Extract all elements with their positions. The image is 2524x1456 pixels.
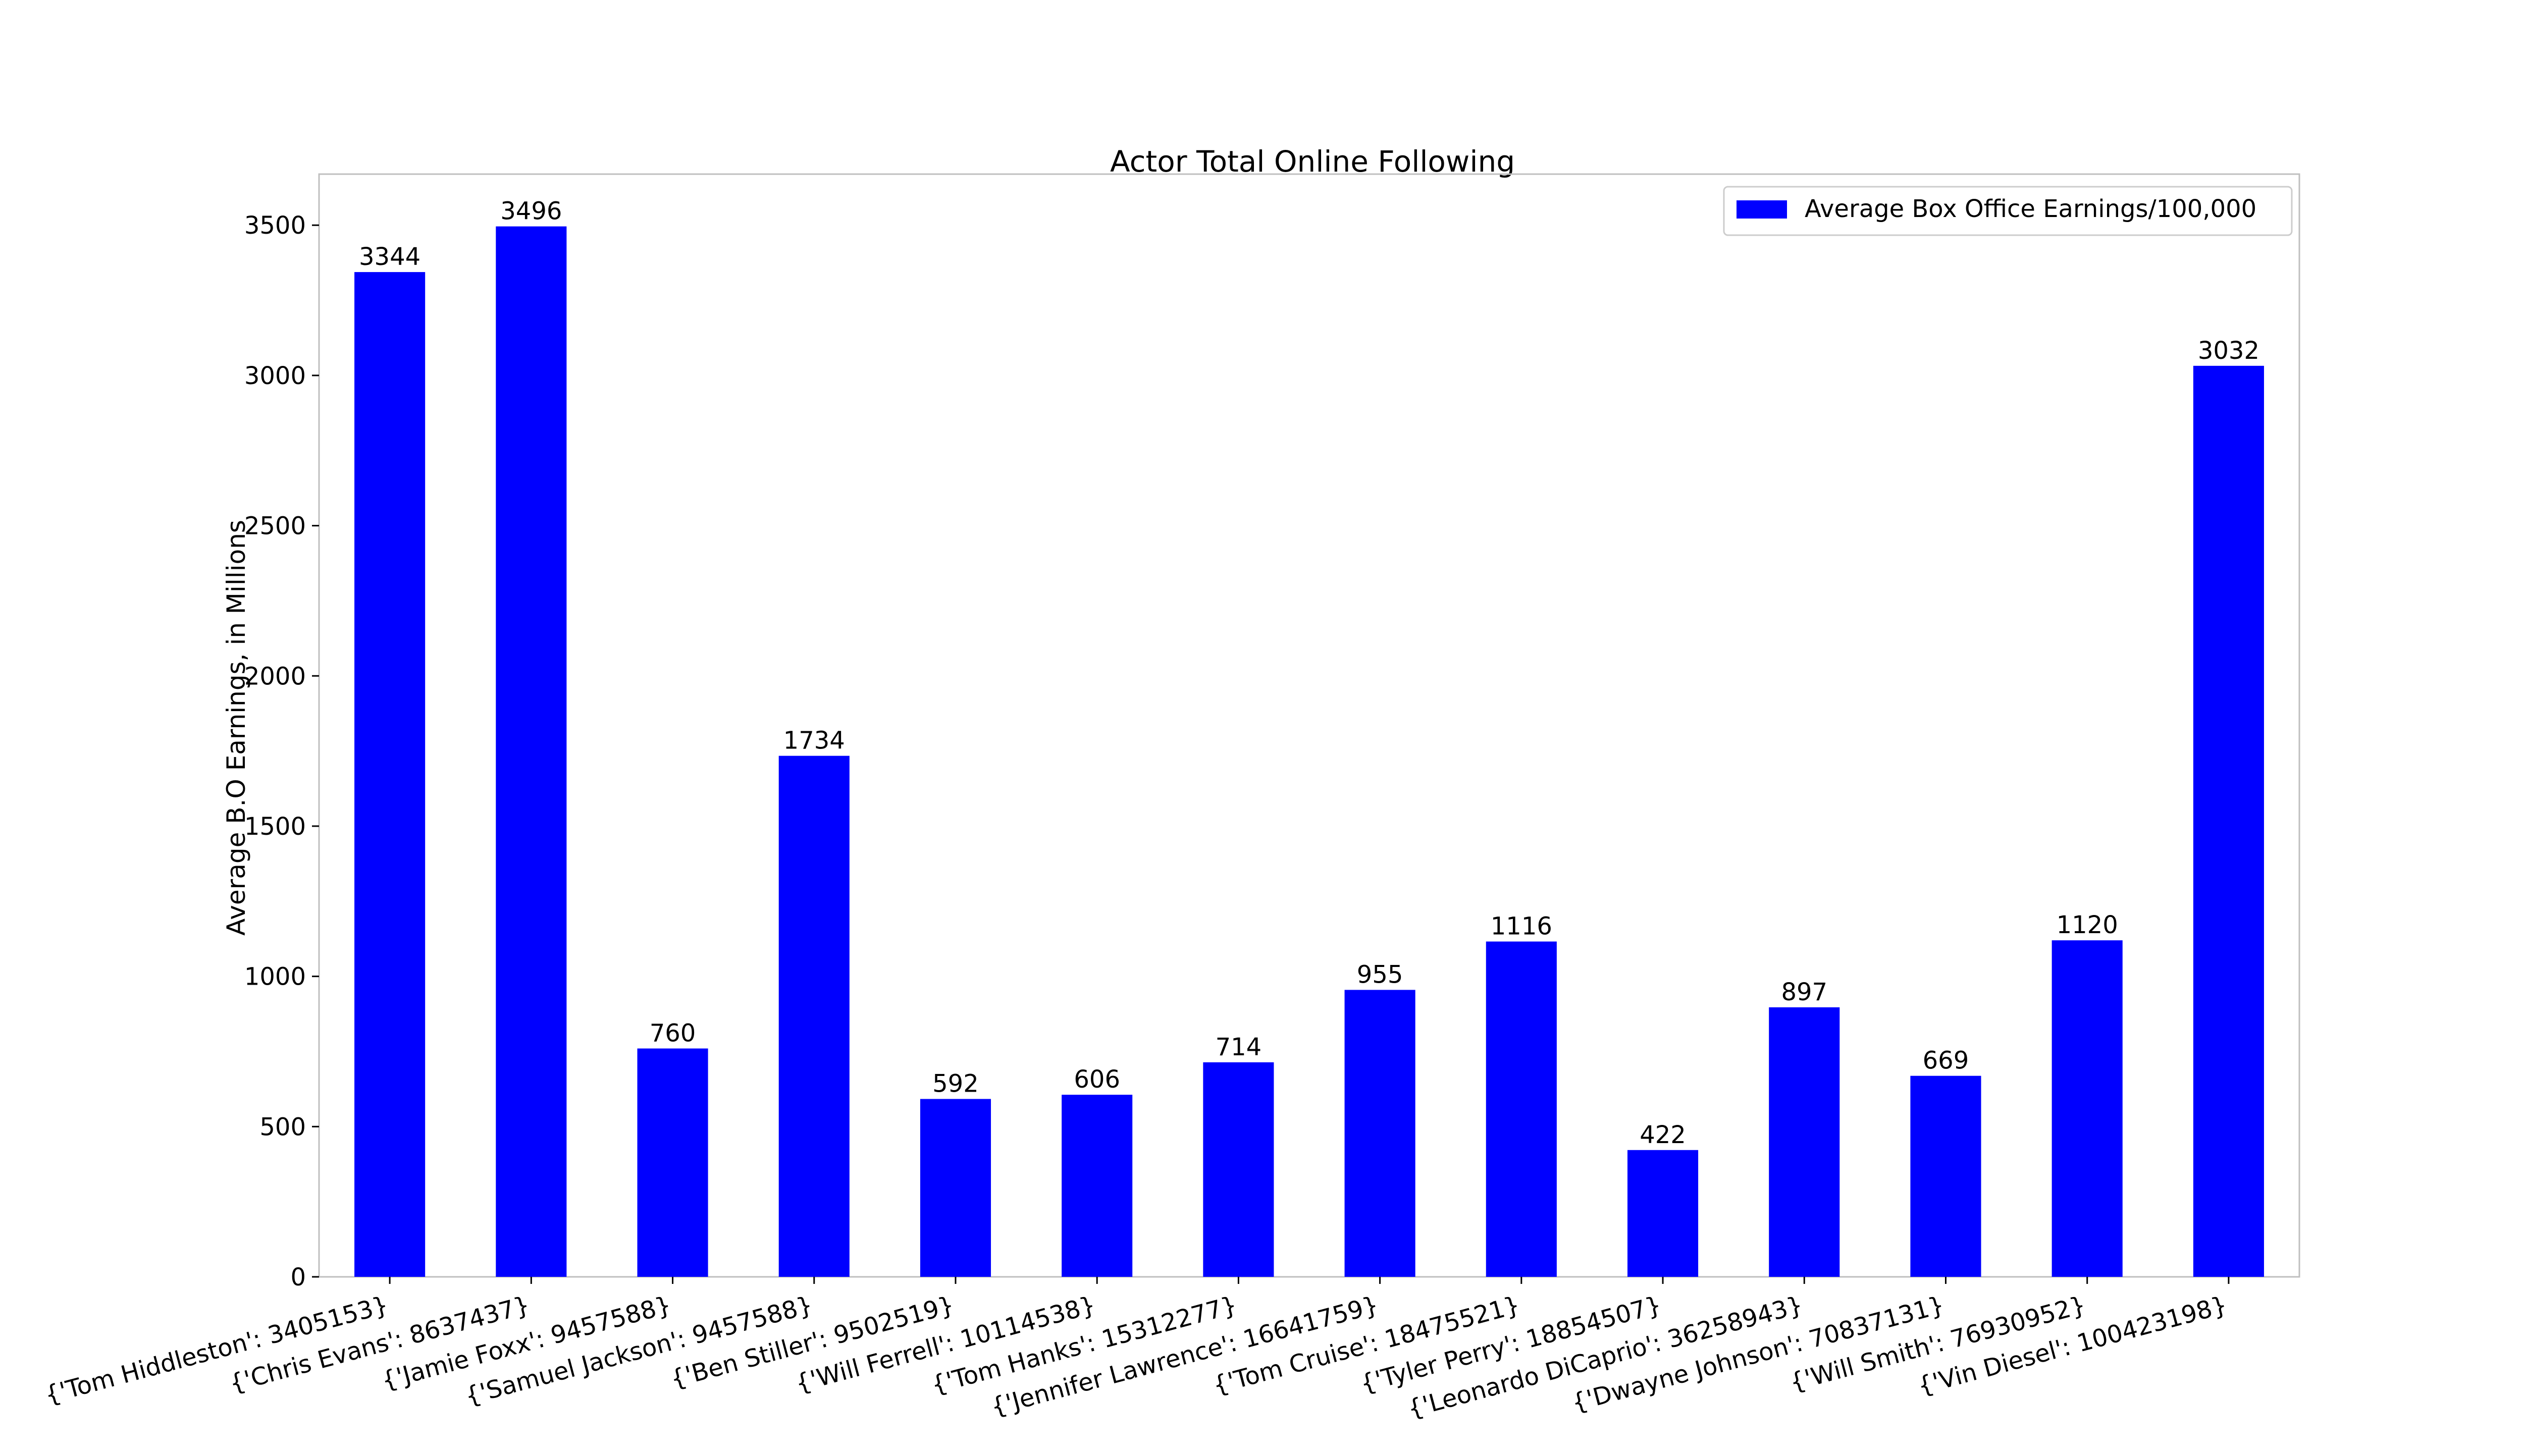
bar bbox=[2052, 940, 2123, 1277]
legend-label: Average Box Office Earnings/100,000 bbox=[1805, 195, 2256, 223]
bar-data-label: 955 bbox=[1357, 960, 1403, 989]
bar-data-label: 606 bbox=[1074, 1065, 1120, 1094]
y-tick-label: 1500 bbox=[244, 813, 306, 841]
bar bbox=[354, 272, 426, 1277]
bar-data-label: 760 bbox=[650, 1019, 696, 1048]
bar-data-label: 1116 bbox=[1491, 912, 1552, 941]
bar-data-label: 3032 bbox=[2198, 337, 2259, 365]
bar-data-label: 3496 bbox=[500, 197, 562, 226]
bar bbox=[1203, 1062, 1274, 1277]
chart-title: Actor Total Online Following bbox=[1110, 144, 1515, 179]
y-axis-label: Average B.O Earnings, in Millions bbox=[222, 520, 251, 936]
bar bbox=[1062, 1095, 1133, 1277]
bar-data-label: 714 bbox=[1216, 1033, 1262, 1061]
legend: Average Box Office Earnings/100,000 bbox=[1723, 186, 2293, 236]
legend-swatch bbox=[1737, 200, 1787, 219]
bar-data-label: 669 bbox=[1923, 1047, 1969, 1075]
bar bbox=[637, 1048, 708, 1277]
bar bbox=[1627, 1150, 1699, 1277]
bar bbox=[778, 756, 850, 1277]
plot-frame bbox=[318, 173, 2300, 1278]
bar bbox=[1910, 1075, 1981, 1277]
bar-data-label: 592 bbox=[932, 1070, 979, 1098]
bar-data-label: 1120 bbox=[2057, 911, 2118, 939]
bar bbox=[496, 226, 567, 1277]
y-tick-label: 0 bbox=[290, 1263, 306, 1291]
bar-data-label: 422 bbox=[1640, 1121, 1686, 1149]
y-tick-label: 2000 bbox=[244, 662, 306, 690]
bar bbox=[1344, 990, 1415, 1277]
bar bbox=[1769, 1007, 1840, 1277]
legend-box bbox=[1723, 186, 2293, 236]
bar bbox=[2193, 365, 2264, 1277]
y-tick-label: 3000 bbox=[244, 362, 306, 390]
y-tick-label: 3500 bbox=[244, 211, 306, 240]
bar bbox=[1486, 941, 1557, 1277]
bar-data-label: 3344 bbox=[359, 243, 420, 271]
bar-data-label: 897 bbox=[1781, 978, 1827, 1006]
bar bbox=[920, 1099, 991, 1277]
y-tick-label: 1000 bbox=[244, 963, 306, 991]
bar-data-label: 1734 bbox=[783, 727, 845, 755]
y-tick-label: 500 bbox=[259, 1113, 306, 1141]
y-tick-label: 2500 bbox=[244, 512, 306, 541]
